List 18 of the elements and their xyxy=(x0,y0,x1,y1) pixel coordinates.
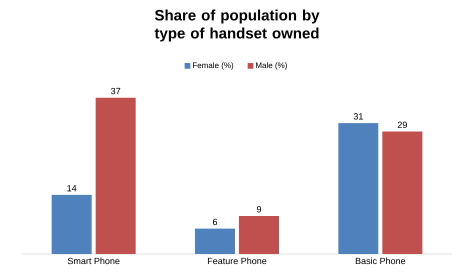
bar xyxy=(338,123,378,254)
data-label: 9 xyxy=(256,206,262,212)
bar xyxy=(52,194,92,254)
bar xyxy=(96,98,136,254)
x-tick-label: Basic Phone xyxy=(356,258,406,264)
data-label: 29 xyxy=(398,122,407,128)
x-tick-label: Feature Phone xyxy=(208,258,266,264)
legend-label: Female (%) xyxy=(192,62,234,70)
bar xyxy=(239,216,280,254)
chart-title: Share of population by type of handset owned xyxy=(154,10,320,42)
data-label: 37 xyxy=(111,88,120,94)
x-tick-label: Smart Phone xyxy=(68,258,120,264)
data-label: 14 xyxy=(67,185,76,192)
bar xyxy=(195,228,235,254)
data-label: 6 xyxy=(212,218,218,226)
bar xyxy=(382,132,422,254)
legend-label: Male (%) xyxy=(256,62,287,70)
data-label: 31 xyxy=(354,113,363,120)
